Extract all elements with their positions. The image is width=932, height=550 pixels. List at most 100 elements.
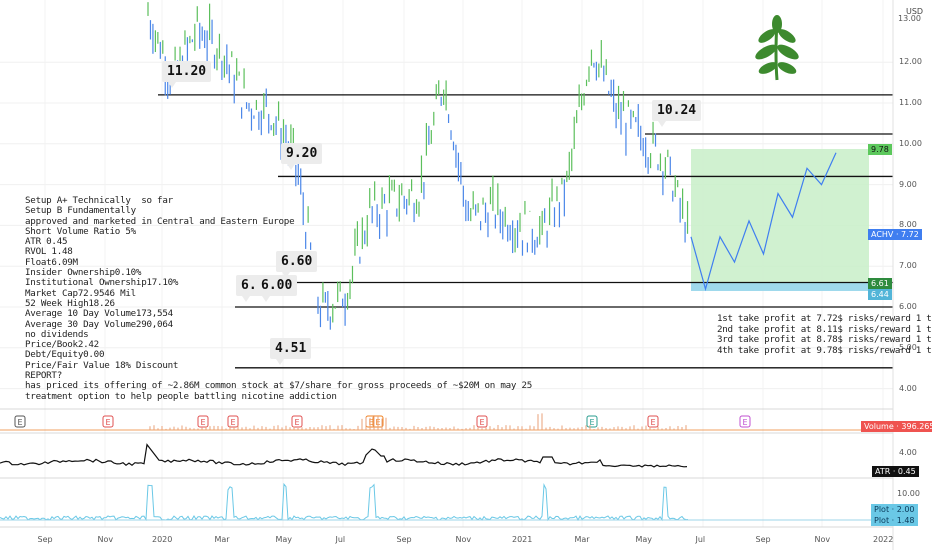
note-line: Price/Book2.42 [25, 339, 99, 351]
time-axis-label: 2021 [512, 535, 533, 544]
price-axis-label: 8.00 [899, 220, 917, 230]
currency-label: USD [906, 7, 924, 16]
price-axis-label: 7.00 [899, 261, 917, 271]
entry-price-tag: 6.61 [868, 278, 892, 289]
time-axis-label: Jul [335, 535, 346, 544]
target-zone [691, 149, 869, 284]
event-marker [197, 415, 209, 428]
event-marker [739, 415, 751, 428]
time-axis-label: Mar [214, 535, 230, 544]
note-line: no dividends [25, 328, 89, 340]
event-marker [291, 415, 303, 428]
event-marker [586, 415, 598, 428]
take-profit-notes: 1st take profit at 7.72$ risks/reward 1 … [717, 313, 932, 357]
time-axis-label: 2022 [873, 535, 894, 544]
atr-tag: ATR · 0.45 [872, 466, 919, 477]
note-line: Short Volume Ratio 5% [25, 225, 136, 237]
price-axis-label: 9.00 [899, 179, 917, 189]
time-axis-label: Nov [814, 535, 831, 544]
event-marker-label: E [17, 418, 22, 427]
atr-axis-label: 4.00 [899, 448, 917, 457]
time-axis-label: Sep [396, 535, 412, 544]
note-line: Float6.09M [25, 256, 78, 268]
event-marker-label: E [589, 418, 594, 427]
time-axis-label: May [635, 535, 653, 544]
horizontal-levels [158, 94, 893, 369]
time-axis-label: 2020 [152, 535, 173, 544]
note-line: Insider Ownership0.10% [25, 267, 142, 279]
time-axis-label: Sep [755, 535, 771, 544]
time-axis-label: May [275, 535, 293, 544]
level-label[interactable]: 6.00 [256, 275, 298, 302]
stop-zone [691, 283, 869, 291]
note-line: RVOL 1.48 [25, 246, 73, 258]
level-label[interactable]: 6.60 [276, 251, 318, 278]
event-marker-label: E [294, 418, 299, 427]
stop-price-tag: 6.44 [868, 289, 892, 300]
event-marker-label: E [650, 418, 655, 427]
plot-panel [0, 482, 893, 522]
level-label[interactable]: 9.20 [281, 143, 323, 170]
price-axis-label: 5.00 [899, 342, 917, 352]
note-line: Price/Fair Value 18% Discount [25, 359, 179, 371]
note-line: Market Cap72.9546 Mil [25, 287, 136, 299]
level-label[interactable]: 10.24 [652, 100, 702, 127]
setup-notes: Setup A+ Technically so far Setup B Funda… [25, 195, 533, 402]
price-axis-label: 6.00 [899, 302, 917, 311]
note-line: approved and marketed in Central and Eas… [25, 215, 295, 227]
volume-tag: Volume · 396.265K [861, 421, 932, 432]
atr-panel [0, 443, 688, 468]
note-line: REPORT? [25, 370, 62, 382]
time-axis-label: Nov [97, 535, 114, 544]
price-axis-label: 11.00 [899, 98, 922, 107]
plot-line [0, 482, 689, 522]
time-axis-label: Jul [695, 535, 706, 544]
price-axis-label: 12.00 [899, 57, 922, 67]
event-marker-label: E [105, 418, 110, 427]
leaf-logo-icon [755, 14, 799, 86]
note-line: has priced its offering of ~2.86M common… [25, 380, 533, 392]
price-axis-label: 13.00 [898, 14, 921, 23]
time-axis-label: Mar [574, 535, 590, 544]
note-line: Debt/Equity0.00 [25, 349, 105, 361]
ticker-price-tag: ACHV · 7.72 [868, 229, 922, 240]
event-marker-label: E [479, 418, 484, 427]
price-axis-label: 10.00 [899, 138, 922, 148]
projection-path [690, 152, 837, 292]
plot-axis-label: 10.00 [897, 489, 920, 498]
note-line: Institutional Ownership17.10% [25, 277, 179, 289]
event-marker [14, 415, 26, 428]
time-axis-label: Sep [37, 535, 53, 544]
time-axis-label: Nov [455, 535, 472, 544]
note-line: Average 30 Day Volume290,064 [25, 318, 173, 330]
note-line: treatment option to help people battling… [25, 390, 337, 402]
level-label[interactable]: 11.20 [162, 61, 212, 88]
note-line: 52 Week High18.26 [25, 297, 115, 309]
note-line: Setup A+ Technically so far [25, 195, 173, 206]
target-price-tag: 9.78 [868, 144, 892, 155]
event-marker-label: E [742, 418, 747, 427]
take-profit-line: 2nd take profit at 8.11$ risks/reward 1 … [717, 323, 932, 335]
note-line: Average 10 Day Volume173,554 [25, 308, 173, 320]
volume-panel [0, 413, 893, 431]
level-label[interactable]: 4.51 [270, 338, 312, 365]
event-marker-label: E [230, 418, 235, 427]
event-marker [476, 415, 488, 428]
take-profit-line: 1st take profit at 7.72$ risks/reward 1 … [717, 313, 932, 324]
plot-tag: Plot · 2.00 [871, 504, 918, 515]
take-profit-line: 4th take profit at 9.78$ risks/reward 1 … [717, 345, 932, 357]
price-series [147, 2, 689, 330]
atr-line [0, 443, 688, 468]
note-line: ATR 0.45 [25, 236, 68, 248]
event-marker [227, 415, 239, 428]
note-line: Setup B Fundamentally [25, 205, 136, 217]
take-profit-line: 3rd take profit at 8.78$ risks/reward 1 … [717, 334, 932, 346]
event-marker-label: E [200, 418, 205, 427]
event-marker-label: E [368, 418, 373, 427]
event-marker [102, 415, 114, 428]
projection-line [690, 152, 837, 292]
price-axis-label: 4.00 [899, 383, 917, 393]
plot-tag: Plot · 1.48 [871, 515, 918, 526]
event-marker [647, 415, 659, 428]
